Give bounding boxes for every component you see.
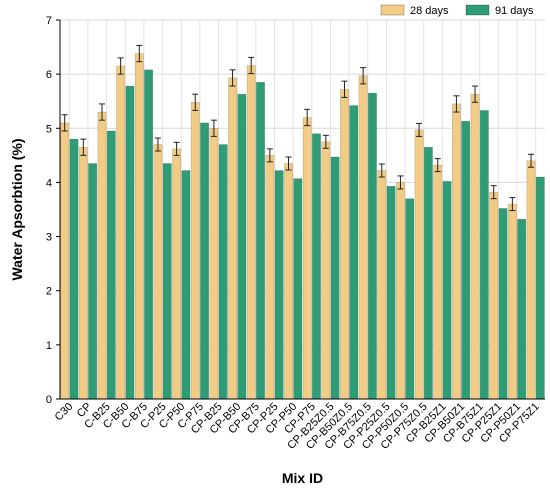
bar-28-days — [190, 102, 200, 400]
x-axis-title: Mix ID — [282, 470, 323, 486]
bar-91-days — [293, 178, 303, 400]
bar-28-days — [60, 122, 70, 400]
bar-28-days — [246, 65, 256, 400]
bar-91-days — [218, 144, 228, 400]
bar-91-days — [535, 176, 545, 400]
bar-91-days — [330, 156, 340, 400]
bar-91-days — [256, 82, 265, 400]
legend-swatch-28-days — [380, 4, 405, 16]
bar-28-days — [470, 93, 480, 400]
bar-28-days — [284, 163, 293, 400]
bar-91-days — [181, 170, 191, 400]
bar-91-days — [125, 85, 135, 400]
y-tick-label: 2 — [46, 286, 52, 298]
bar-28-days — [526, 160, 536, 400]
bar-28-days — [172, 148, 181, 400]
legend-label-28-days: 28 days — [410, 5, 449, 17]
bar-28-days — [507, 203, 517, 400]
bar-91-days — [106, 130, 116, 400]
bar-28-days — [209, 128, 219, 400]
y-tick-label: 1 — [46, 340, 52, 352]
bar-91-days — [88, 163, 98, 400]
y-tick-label: 6 — [46, 69, 52, 81]
bar-28-days — [302, 117, 312, 400]
bar-28-days — [358, 75, 368, 400]
bar-28-days — [134, 53, 144, 400]
bar-28-days — [265, 155, 275, 400]
bar-91-days — [200, 122, 209, 400]
bar-91-days — [69, 138, 79, 400]
bar-28-days — [377, 170, 387, 400]
legend-background — [377, 3, 545, 18]
bar-91-days — [479, 110, 489, 400]
y-tick-label: 3 — [46, 232, 52, 244]
legend-label-91-days: 91 days — [495, 5, 534, 17]
bars-layer — [60, 53, 545, 400]
bar-91-days — [442, 181, 452, 400]
bar-91-days — [312, 133, 321, 400]
bar-28-days — [414, 129, 424, 400]
bar-91-days — [349, 105, 359, 400]
bar-28-days — [97, 111, 107, 400]
y-axis-title: Water Apsorbtion (%) — [9, 138, 25, 280]
y-tick-label: 7 — [46, 15, 52, 27]
bar-91-days — [498, 208, 508, 400]
bar-91-days — [424, 146, 433, 400]
bar-91-days — [405, 198, 415, 400]
bar-91-days — [368, 92, 377, 400]
y-tick-label: 4 — [46, 177, 52, 189]
axes-layer — [56, 19, 545, 400]
legend-swatch-91-days — [465, 4, 490, 16]
bar-28-days — [452, 103, 461, 400]
legend: 28 days 91 days — [377, 3, 545, 18]
bar-28-days — [153, 144, 163, 400]
bar-28-days — [396, 182, 405, 400]
y-tick-label: 0 — [46, 394, 52, 406]
bar-28-days — [78, 146, 88, 400]
bar-91-days — [386, 185, 396, 400]
bar-28-days — [489, 191, 499, 400]
bar-28-days — [340, 89, 349, 400]
error-bars-layer — [61, 44, 535, 212]
bar-91-days — [274, 170, 284, 400]
bar-28-days — [433, 164, 443, 400]
bar-91-days — [144, 69, 153, 400]
bar-91-days — [162, 163, 172, 400]
bar-91-days — [237, 93, 247, 400]
y-tick-label: 5 — [46, 123, 52, 135]
bar-91-days — [517, 218, 527, 400]
bar-28-days — [228, 77, 237, 400]
bar-91-days — [461, 120, 471, 400]
x-tick-label: C30 — [53, 401, 76, 424]
bar-28-days — [321, 141, 331, 400]
bar-28-days — [116, 65, 126, 400]
